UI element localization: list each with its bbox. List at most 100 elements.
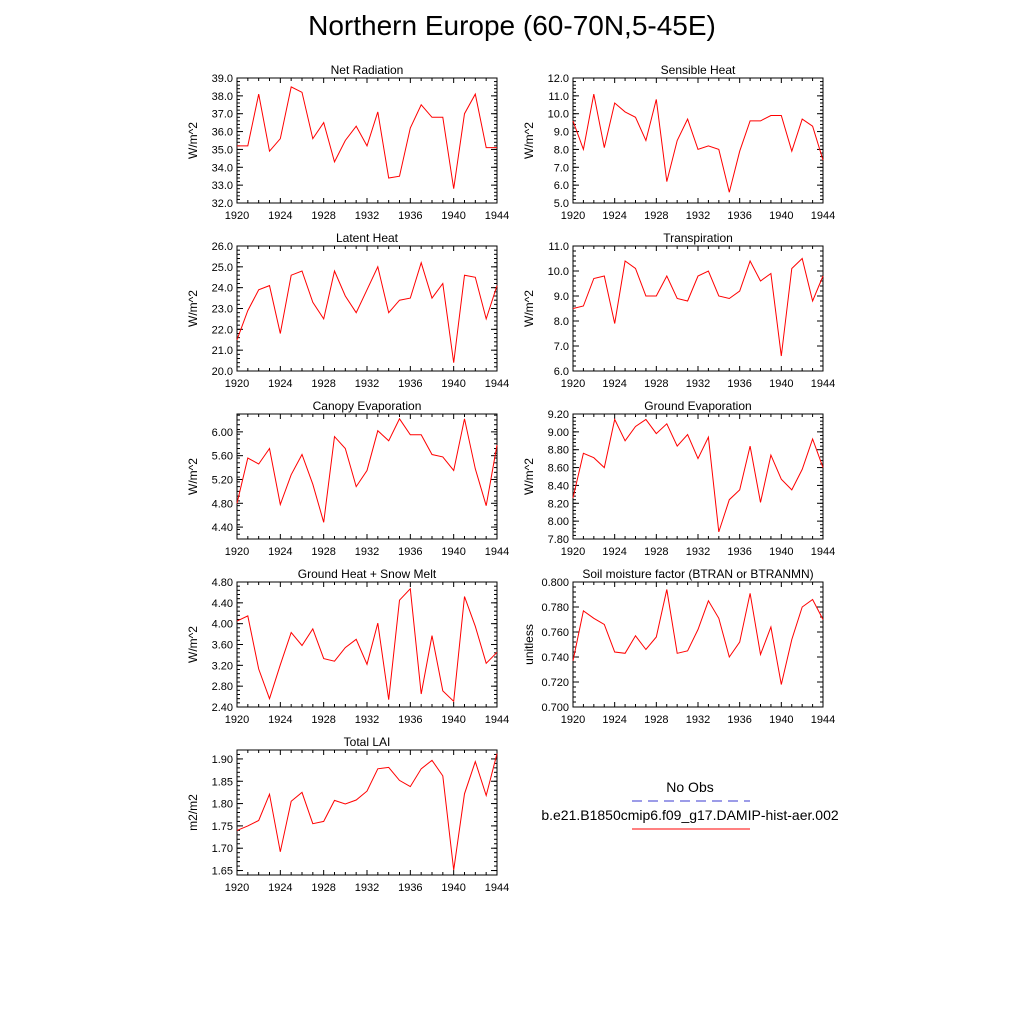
- y-tick-label: 37.0: [212, 109, 233, 121]
- x-tick-label: 1924: [268, 714, 292, 726]
- x-tick-label: 1944: [485, 546, 509, 558]
- series-line: [236, 260, 498, 363]
- x-tick-label: 1936: [727, 546, 751, 558]
- y-tick-label: 1.80: [212, 799, 233, 811]
- y-axis-label: W/m^2: [186, 122, 200, 159]
- x-tick-label: 1928: [311, 378, 335, 390]
- y-tick-label: 21.0: [212, 345, 233, 357]
- y-axis-label: unitless: [522, 624, 536, 665]
- y-tick-label: 8.20: [548, 498, 569, 510]
- x-tick-label: 1928: [644, 714, 668, 726]
- chart-panel-8: Soil moisture factor (BTRAN or BTRANMN) u…: [522, 567, 835, 726]
- plot-frame: [572, 245, 824, 372]
- x-tick-label: 1932: [355, 882, 379, 894]
- y-tick-label: 8.0: [554, 316, 569, 328]
- series-line: [236, 753, 498, 871]
- x-tick-label: 1920: [225, 714, 249, 726]
- chart-title: Ground Heat + Snow Melt: [298, 567, 437, 581]
- y-tick-label: 8.80: [548, 445, 569, 457]
- chart-panel-3: Latent Heat W/m^2 1920 1924 1928 1932 1936 1940…: [186, 231, 509, 390]
- y-tick-label: 8.00: [548, 516, 569, 528]
- x-tick-label: 1932: [355, 210, 379, 222]
- y-tick-label: 9.00: [548, 427, 569, 439]
- y-tick-label: 0.760: [541, 627, 569, 639]
- x-tick-label: 1940: [441, 210, 465, 222]
- y-axis-label: W/m^2: [522, 122, 536, 159]
- x-tick-label: 1920: [561, 210, 585, 222]
- x-tick-label: 1920: [561, 714, 585, 726]
- y-tick-label: 36.0: [212, 127, 233, 139]
- y-axis-label: m2/m2: [186, 794, 200, 831]
- y-tick-label: 3.20: [212, 660, 233, 672]
- y-tick-label: 9.0: [554, 291, 569, 303]
- x-tick-label: 1932: [355, 546, 379, 558]
- x-tick-label: 1932: [686, 378, 710, 390]
- x-tick-label: 1944: [485, 378, 509, 390]
- chart-panel-9: Total LAI m2/m2 1920 1924 1928 1932 1936 1940 19…: [186, 735, 509, 894]
- x-tick-label: 1924: [268, 378, 292, 390]
- x-tick-label: 1928: [311, 714, 335, 726]
- plot-frame: [572, 77, 824, 204]
- x-tick-label: 1920: [225, 882, 249, 894]
- y-tick-label: 2.80: [212, 681, 233, 693]
- chart-panel-1: Net Radiation W/m^2 1920 1924 1928 1932 1936 19…: [186, 63, 509, 222]
- y-tick-label: 0.800: [541, 577, 569, 589]
- y-tick-label: 0.780: [541, 602, 569, 614]
- y-tick-label: 6.0: [554, 180, 569, 192]
- y-tick-label: 35.0: [212, 144, 233, 156]
- x-tick-label: 1940: [769, 546, 793, 558]
- y-tick-label: 2.40: [212, 702, 233, 714]
- y-tick-label: 8.40: [548, 480, 569, 492]
- y-tick-label: 7.0: [554, 341, 569, 353]
- chart-panel-7: Ground Heat + Snow Melt W/m^2 1920 1924 1928…: [186, 567, 509, 726]
- x-tick-label: 1924: [268, 546, 292, 558]
- y-tick-label: 8.60: [548, 463, 569, 475]
- series-line: [236, 587, 498, 703]
- x-tick-label: 1928: [644, 546, 668, 558]
- x-tick-label: 1924: [268, 882, 292, 894]
- x-tick-label: 1928: [644, 210, 668, 222]
- x-tick-label: 1928: [644, 378, 668, 390]
- x-tick-label: 1932: [355, 378, 379, 390]
- y-tick-label: 7.0: [554, 162, 569, 174]
- x-tick-label: 1932: [355, 714, 379, 726]
- plot-frame: [236, 413, 498, 540]
- x-tick-label: 1944: [485, 210, 509, 222]
- y-tick-label: 5.60: [212, 451, 233, 463]
- y-tick-label: 25.0: [212, 262, 233, 274]
- y-tick-label: 8.0: [554, 144, 569, 156]
- x-tick-label: 1924: [602, 378, 626, 390]
- chart-title: Ground Evaporation: [644, 399, 751, 413]
- y-axis-label: W/m^2: [522, 290, 536, 327]
- chart-title: Total LAI: [344, 735, 391, 749]
- x-tick-label: 1936: [398, 210, 422, 222]
- x-tick-label: 1944: [811, 378, 835, 390]
- x-tick-label: 1940: [769, 378, 793, 390]
- x-tick-label: 1920: [561, 546, 585, 558]
- plot-frame: [236, 245, 498, 372]
- chart-panel-5: Canopy Evaporation W/m^2 1920 1924 1928 1932 1…: [186, 399, 509, 558]
- y-tick-label: 0.700: [541, 702, 569, 714]
- x-tick-label: 1928: [311, 210, 335, 222]
- y-tick-label: 0.740: [541, 652, 569, 664]
- y-tick-label: 1.75: [212, 821, 233, 833]
- x-tick-label: 1936: [398, 378, 422, 390]
- x-tick-label: 1924: [602, 714, 626, 726]
- y-tick-label: 1.90: [212, 754, 233, 766]
- y-tick-label: 4.00: [212, 619, 233, 631]
- plot-frame: [236, 581, 498, 708]
- y-tick-label: 1.85: [212, 776, 233, 788]
- x-tick-label: 1940: [441, 714, 465, 726]
- x-tick-label: 1944: [485, 882, 509, 894]
- plot-frame: [236, 77, 498, 204]
- chart-title: Transpiration: [663, 231, 733, 245]
- chart-panel-2: Sensible Heat W/m^2 1920 1924 1928 1932 1936 19…: [522, 63, 835, 222]
- x-tick-label: 1924: [602, 546, 626, 558]
- y-tick-label: 4.80: [212, 498, 233, 510]
- y-tick-label: 24.0: [212, 283, 233, 295]
- y-tick-label: 26.0: [212, 241, 233, 253]
- y-tick-label: 32.0: [212, 198, 233, 210]
- y-tick-label: 12.0: [548, 73, 569, 85]
- y-tick-label: 5.20: [212, 474, 233, 486]
